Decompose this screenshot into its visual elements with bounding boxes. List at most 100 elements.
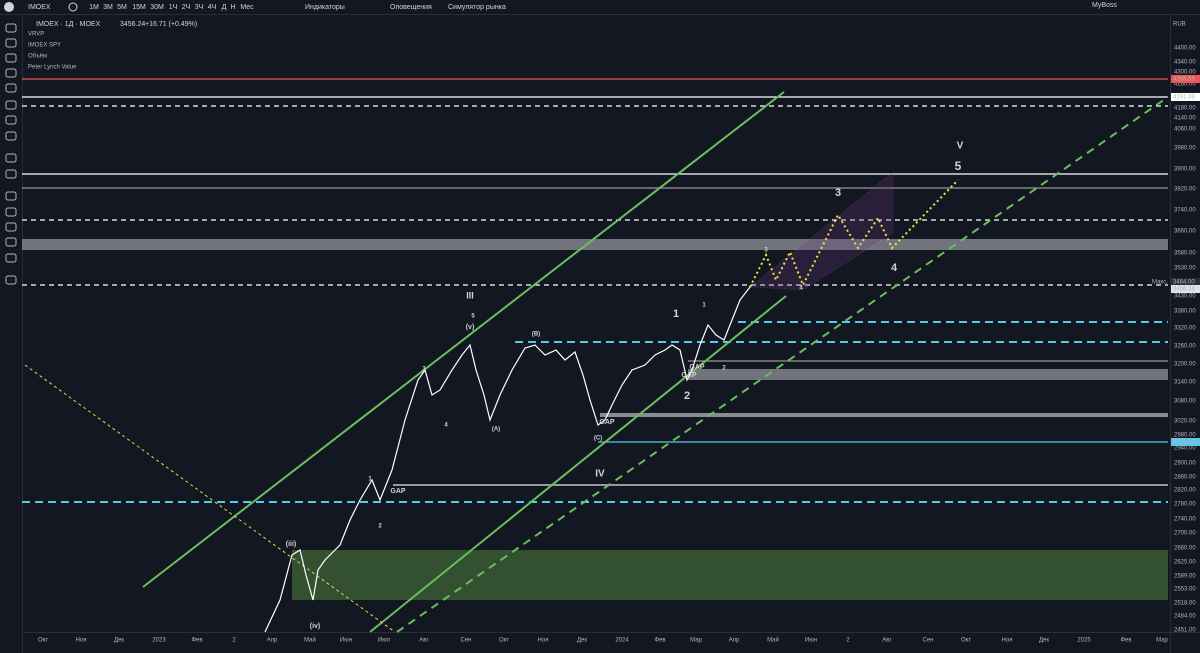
tool-icon[interactable]	[5, 222, 17, 232]
wave-label: (A)	[492, 427, 500, 433]
tool-icon[interactable]	[5, 100, 17, 110]
add-symbol[interactable]	[68, 2, 78, 12]
labels: IMOEX 1М 3М 5М 15М 30М 1Ч 2Ч 3Ч 4Ч Д Н Мес Индикаторы…	[28, 2, 1200, 644]
wave-label: 1	[368, 477, 372, 483]
tool-icon[interactable]	[5, 38, 17, 48]
wave-label: (B)	[532, 332, 540, 338]
interval[interactable]: 15М	[132, 4, 146, 11]
alerts[interactable]: Оповещения	[390, 4, 432, 11]
avatar[interactable]	[4, 2, 14, 12]
tool-icon[interactable]	[5, 169, 17, 179]
wave-label: 4	[799, 286, 803, 292]
time-label: Май	[304, 637, 316, 644]
projection	[749, 171, 894, 291]
legend-indicator: Объём	[28, 54, 47, 60]
price-label: 3380.00	[1174, 309, 1196, 315]
interval[interactable]: 30М	[150, 4, 164, 11]
interval[interactable]: 3Ч	[195, 4, 204, 11]
time-label: Ноя	[76, 638, 87, 644]
tool-icon[interactable]	[5, 253, 17, 263]
price-badge	[1171, 285, 1200, 293]
tool-icon[interactable]	[5, 68, 17, 78]
wave-label: III	[466, 290, 474, 300]
price-badge-text: 4191.39	[1173, 95, 1195, 101]
price-label: 2820.00	[1174, 488, 1196, 494]
time-label: Апр	[267, 638, 278, 644]
time-label: Окт	[961, 638, 971, 644]
tool-icon[interactable]	[5, 237, 17, 247]
time-label: 2	[232, 638, 236, 644]
legend-change: +16.71 (+0.49%)	[145, 21, 197, 28]
time-label: Фев	[1120, 638, 1131, 644]
price-label: 2660.00	[1174, 546, 1196, 552]
price-label: 4140.00	[1174, 116, 1196, 122]
interval[interactable]: 1Ч	[169, 4, 178, 11]
time-label: Дек	[1039, 638, 1049, 644]
wave-label: 2	[722, 366, 726, 372]
price-badge-text: 2958.34	[1173, 440, 1195, 446]
interval[interactable]: 4Ч	[208, 4, 217, 11]
time-label: Дек	[577, 638, 587, 644]
price-label: 3020.00	[1174, 419, 1196, 425]
time-label: Окт	[499, 638, 509, 644]
wave-label: 4	[444, 423, 448, 429]
tool-icon[interactable]	[5, 153, 17, 163]
price-label: 2451.00	[1174, 628, 1196, 634]
interval[interactable]: Мес	[240, 4, 254, 11]
time-label: 2023	[152, 638, 166, 644]
zone	[292, 550, 1168, 600]
time-label: Май	[767, 637, 779, 644]
tool-icon[interactable]	[5, 131, 17, 141]
legend-indicator: VRVP	[28, 32, 44, 38]
price-label: 3660.00	[1174, 229, 1196, 235]
wave-label: 2	[684, 390, 690, 402]
price-label: 2980.00	[1174, 433, 1196, 439]
wave-label: (v)	[466, 324, 475, 331]
tool-icon[interactable]	[5, 115, 17, 125]
interval[interactable]: Н	[230, 4, 235, 11]
simulator[interactable]: Симулятор рынка	[448, 4, 506, 11]
time-label: Авг	[419, 638, 429, 644]
price-label: 4400.00	[1174, 46, 1196, 52]
interval[interactable]: 2Ч	[182, 4, 191, 11]
price-label: 2740.00	[1174, 517, 1196, 523]
price-label: 2518.00	[1174, 601, 1196, 607]
tool-icon[interactable]	[5, 191, 17, 201]
wave-label: (iii)	[286, 541, 297, 548]
time-label: Фев	[191, 638, 202, 644]
legend-title: IMOEX · 1Д · MOEX	[36, 21, 101, 28]
price-label: 3260.00	[1174, 344, 1196, 350]
indicators[interactable]: Индикаторы	[305, 4, 345, 11]
interval[interactable]: 1М	[89, 4, 99, 11]
currency[interactable]: RUB	[1173, 22, 1186, 28]
top-bar	[0, 0, 1200, 14]
legend-price: 3456.24	[120, 21, 145, 28]
price-label: 3200.00	[1174, 362, 1196, 368]
user[interactable]: MyBoss	[1092, 2, 1117, 9]
price-label: 3430.00	[1174, 294, 1196, 300]
price-label: 2900.00	[1174, 461, 1196, 467]
time-label: Июн	[340, 638, 352, 644]
interval[interactable]: 5М	[117, 4, 127, 11]
wave-label: IV	[595, 469, 605, 480]
legend-indicator: IMOEX SPY	[28, 43, 61, 49]
price-label: 3320.00	[1174, 326, 1196, 332]
tool-icon[interactable]	[5, 207, 17, 217]
tool-icon[interactable]	[5, 23, 17, 33]
price-label: 3980.00	[1174, 146, 1196, 152]
tool-icon[interactable]	[5, 53, 17, 63]
interval[interactable]: Д	[222, 4, 227, 11]
wave-label: 1	[673, 308, 679, 320]
price-label: 3740.00	[1174, 208, 1196, 214]
zone	[688, 369, 1168, 380]
wave-label: GAP	[390, 488, 406, 495]
tool-icon[interactable]	[5, 275, 17, 285]
price-line	[264, 286, 751, 633]
interval[interactable]: 3М	[103, 4, 113, 11]
time-label: Дек	[114, 638, 124, 644]
time-label: Ноя	[538, 638, 549, 644]
time-label: Фев	[654, 638, 665, 644]
symbol[interactable]: IMOEX	[28, 4, 51, 11]
tool-icon[interactable]	[5, 83, 17, 93]
